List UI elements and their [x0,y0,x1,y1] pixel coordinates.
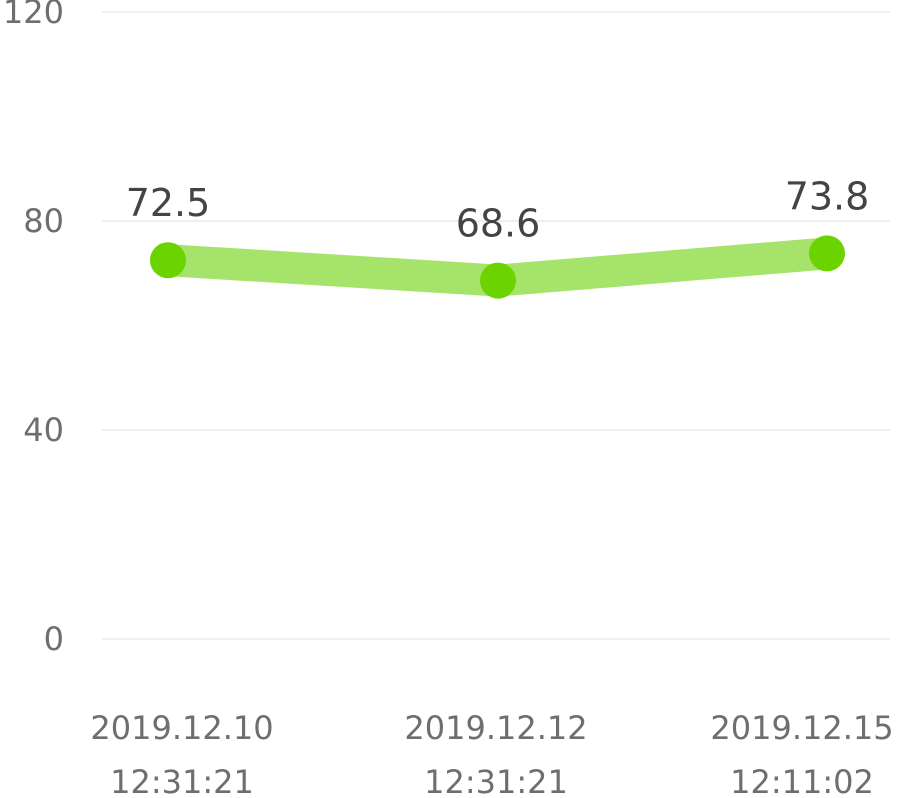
data-point [480,262,516,299]
x-tick-date: 2019.12.12 [404,709,587,747]
x-tick-time: 12:31:21 [424,763,568,798]
data-label: 73.8 [785,174,870,218]
x-tick-date: 2019.12.10 [90,709,273,747]
x-tick-time: 12:31:21 [110,763,254,798]
y-tick-label: 80 [23,202,64,240]
data-point [809,235,845,272]
x-tick-date: 2019.12.15 [710,709,893,747]
y-tick-label: 120 [3,0,64,31]
data-label: 68.6 [456,202,541,246]
y-axis-ticks: 120 80 40 0 [3,0,64,658]
y-tick-label: 0 [44,620,64,658]
x-axis-ticks: 2019.12.10 12:31:21 2019.12.12 12:31:21 2019… [90,709,893,798]
y-tick-label: 40 [23,411,64,449]
grid-lines [102,11,890,640]
data-label: 72.5 [126,181,211,225]
x-tick-time: 12:11:02 [730,763,874,798]
data-labels: 72.5 68.6 73.8 [126,174,870,245]
series-layer [150,235,845,299]
data-point [150,242,186,279]
